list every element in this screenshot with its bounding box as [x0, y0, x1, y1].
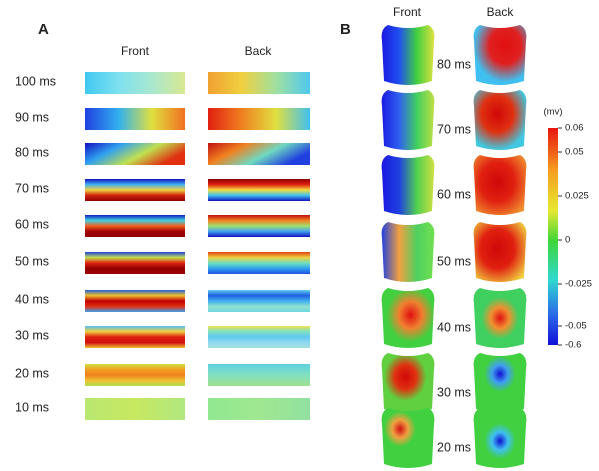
torso-back — [474, 288, 527, 348]
colorbar — [548, 128, 558, 345]
heatmap-back — [208, 326, 310, 348]
row-label: 80 ms — [437, 57, 471, 71]
torso-back — [474, 353, 527, 413]
column-header: Back — [487, 5, 515, 19]
column-header: Back — [245, 44, 273, 58]
torso-back — [474, 90, 527, 150]
torso-front — [382, 90, 435, 150]
panel-label: B — [340, 21, 351, 38]
torso-front — [382, 353, 435, 413]
heatmap-front — [85, 290, 185, 312]
row-label: 10 ms — [15, 400, 49, 414]
heatmap-back — [208, 143, 310, 165]
torso-front — [382, 288, 435, 348]
heatmap-back — [208, 72, 310, 94]
row-label: 70 ms — [15, 181, 49, 195]
heatmap-front — [85, 143, 185, 165]
heatmap-back — [208, 398, 310, 420]
row-label: 40 ms — [437, 320, 471, 334]
colorbar-tick-label: 0 — [565, 235, 570, 246]
colorbar-tick-label: 0.06 — [565, 123, 584, 134]
torso-back — [474, 155, 527, 215]
torso-front — [382, 408, 435, 468]
row-label: 100 ms — [15, 74, 56, 88]
heatmap-front — [85, 72, 185, 94]
row-label: 20 ms — [15, 366, 49, 380]
torso-front — [382, 25, 435, 85]
page: {"panel_a": {"label": "A", "columns": ["… — [0, 0, 599, 471]
row-label: 50 ms — [437, 254, 471, 268]
figure: A B Front Back Front Back (mv) 100 ms 90 … — [0, 0, 599, 471]
row-label: 20 ms — [437, 440, 471, 454]
heatmap-back — [208, 252, 310, 274]
torso-back — [474, 25, 527, 85]
colorbar-unit: (mv) — [544, 107, 563, 118]
torso-front — [382, 222, 435, 282]
heatmap-front — [85, 215, 185, 237]
heatmap-back — [208, 364, 310, 386]
row-label: 50 ms — [15, 254, 49, 268]
row-label: 80 ms — [15, 145, 49, 159]
heatmap-back — [208, 290, 310, 312]
heatmap-front — [85, 108, 185, 130]
heatmap-front — [85, 398, 185, 420]
heatmap-front — [85, 364, 185, 386]
colorbar-tick-label: 0.025 — [565, 191, 589, 202]
colorbar-tick-label: 0.05 — [565, 147, 584, 158]
row-label: 60 ms — [437, 187, 471, 201]
colorbar-tick-label: -0.05 — [565, 321, 587, 332]
row-label: 40 ms — [15, 292, 49, 306]
torso-back — [474, 408, 527, 468]
row-label: 90 ms — [15, 110, 49, 124]
colorbar-tick-label: -0.6 — [565, 340, 581, 351]
row-label: 30 ms — [437, 385, 471, 399]
torso-back — [474, 222, 527, 282]
heatmap-back — [208, 215, 310, 237]
column-header: Front — [393, 5, 422, 19]
column-header: Front — [121, 44, 150, 58]
heatmap-front — [85, 179, 185, 201]
row-label: 60 ms — [15, 217, 49, 231]
torso-front — [382, 155, 435, 215]
row-label: 30 ms — [15, 328, 49, 342]
row-label: 70 ms — [437, 122, 471, 136]
heatmap-back — [208, 179, 310, 201]
colorbar-tick-label: -0.025 — [565, 279, 592, 290]
heatmap-front — [85, 252, 185, 274]
panel-label: A — [38, 21, 49, 38]
heatmap-front — [85, 326, 185, 348]
heatmap-back — [208, 108, 310, 130]
